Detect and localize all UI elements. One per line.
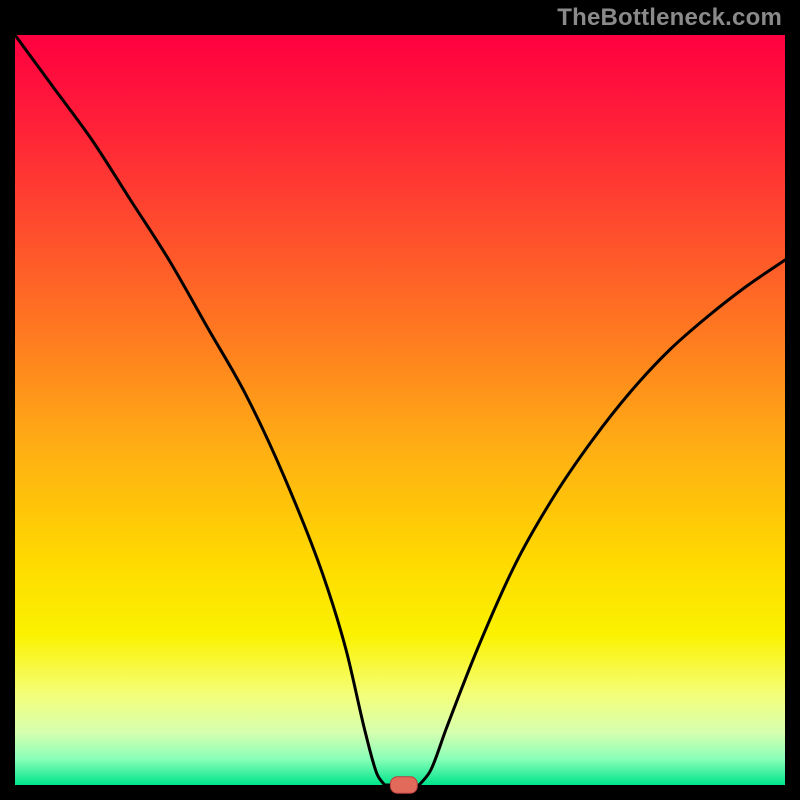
chart-frame: TheBottleneck.com [0,0,800,800]
watermark-text: TheBottleneck.com [557,4,782,32]
bottleneck-chart [0,0,800,800]
plot-background [15,35,785,785]
optimum-marker [390,777,417,794]
